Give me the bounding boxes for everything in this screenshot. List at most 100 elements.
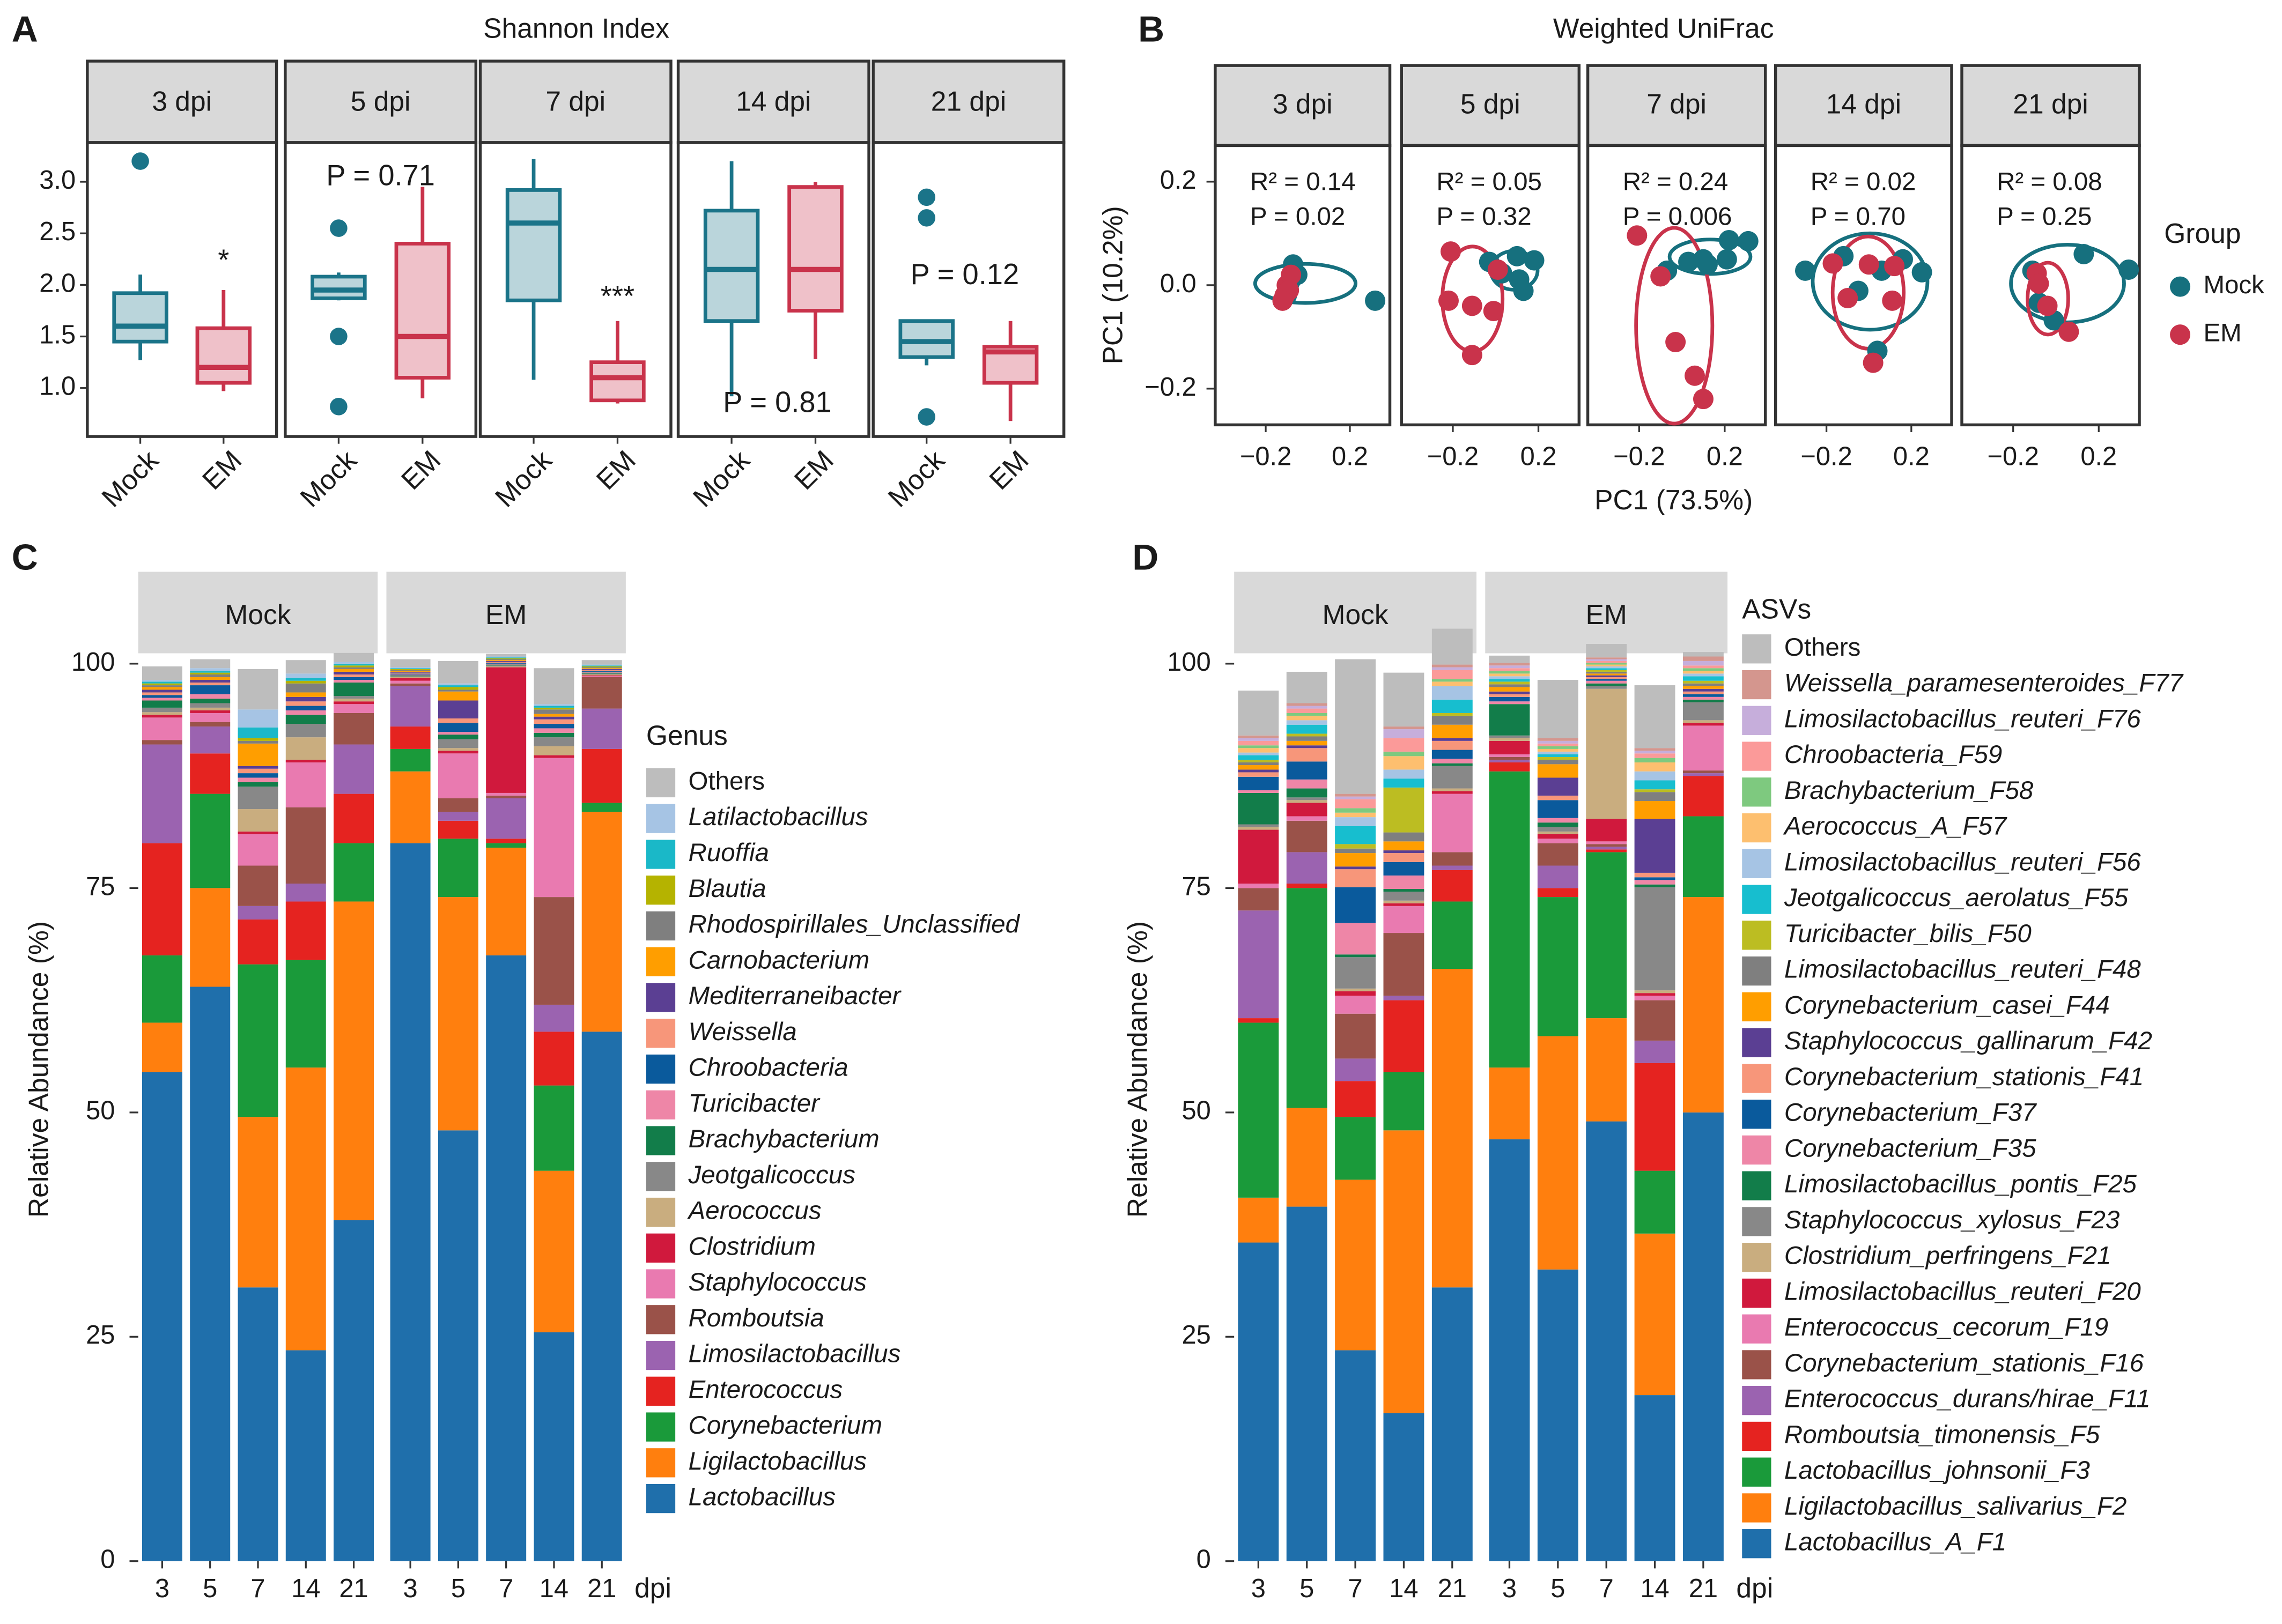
legend-swatch [646,1019,676,1048]
x-tick-label: 5 [203,1574,217,1603]
bar-segment [238,834,278,866]
bar-segment [1238,735,1279,738]
legend-label: Chroobacteria [689,1054,848,1082]
legend-swatch [1742,1493,1771,1523]
bar-segment [534,706,574,708]
bar-segment [1286,740,1327,746]
point [1487,259,1508,280]
annotation: R² = 0.24 [1623,167,1729,196]
x-tick-label: EM [983,444,1035,495]
legend-title: Genus [646,720,728,751]
bar-segment [534,1032,574,1086]
bar-segment [1634,748,1675,751]
y-tick-label: 25 [86,1321,115,1349]
box [898,319,955,359]
bar-segment [1489,1067,1530,1140]
bar-segment [1634,877,1675,880]
x-tick-label: EM [395,444,447,495]
facet-strip [86,60,278,144]
bar-segment [1335,817,1376,826]
bar-segment [238,964,278,1117]
x-tick-label: 0.2 [1707,442,1743,471]
bar-segment [581,672,622,674]
box [394,242,451,380]
legend-swatch [1742,813,1771,843]
bar-segment [438,753,478,798]
bar-segment [1335,957,1376,989]
bar-segment [285,883,326,902]
bar-segment [238,919,278,965]
bar-segment [1431,681,1473,686]
annotation: R² = 0.08 [1997,167,2102,196]
bar-segment [1586,688,1627,819]
bar-segment [142,680,182,682]
bar-segment [1586,675,1627,678]
bar-segment [534,668,574,705]
bar-segment [1537,800,1578,818]
bar-segment [390,675,431,677]
point [1650,266,1671,287]
bar-segment [1383,903,1424,906]
bar-segment [1431,713,1473,716]
bar-segment [390,670,431,671]
legend-swatch [1742,956,1771,986]
bar-segment [1431,664,1473,668]
bar-segment [1586,841,1627,844]
bar-segment [1238,1022,1279,1198]
bar-segment [1634,1063,1675,1171]
bar-segment [1286,736,1327,741]
legend-label: Lactobacillus [689,1483,836,1511]
bar-segment [1286,788,1327,798]
bar-segment [1431,865,1473,870]
bar-segment [142,683,182,686]
y-tick-label: 2.0 [39,269,76,298]
legend-label: Limosilactobacillus_reuteri_F76 [1784,705,2141,733]
x-tick-label: 21 [1438,1574,1467,1603]
bar-segment [142,712,182,715]
legend-swatch [646,840,676,869]
bar-segment [438,718,478,723]
legend-label: Staphylococcus_gallinarum_F42 [1784,1027,2152,1055]
facet-label: 3 dpi [152,85,212,116]
legend-swatch [1742,670,1771,700]
bar-segment [1537,1269,1578,1561]
legend-title: ASVs [1742,593,1811,624]
annotation: P = 0.70 [1811,203,1906,231]
point [1627,225,1648,246]
bar-segment [1489,691,1530,694]
legend-label: Weissella [689,1018,797,1046]
legend-label: Turicibacter [689,1089,821,1117]
bar-segment [190,703,231,708]
legend-label: Aerococcus_A_F57 [1783,812,2007,841]
bar-segment [1431,788,1473,791]
bar-segment [190,672,231,674]
bar-segment [1431,901,1473,969]
bar-segment [334,665,374,668]
bar-segment [334,843,374,902]
bar-segment [285,678,326,681]
panel-letter: C [12,538,38,578]
bar-segment [1586,683,1627,686]
legend-label: Staphylococcus_xylosus_F23 [1784,1206,2119,1234]
bar-segment [581,812,622,1032]
bar-segment [486,798,527,839]
box [505,188,562,302]
x-tick-label: −0.2 [1427,442,1479,471]
bar-segment [581,708,622,749]
bar-segment [1383,672,1424,727]
bar-segment [190,722,231,727]
bar-segment [1335,848,1376,854]
bar-segment [238,743,278,766]
bar-segment [334,696,374,699]
chart-title: Shannon Index [483,13,669,44]
bar-segment [1383,756,1424,770]
bar-segment [1586,1121,1627,1561]
bar-segment [1682,696,1724,700]
point [1837,288,1858,309]
bar-segment [1489,735,1530,738]
bar-segment [1335,954,1376,958]
point [1272,290,1293,311]
bar-segment [1634,780,1675,790]
annotation: P = 0.71 [326,159,435,191]
bar-segment [1586,849,1627,852]
